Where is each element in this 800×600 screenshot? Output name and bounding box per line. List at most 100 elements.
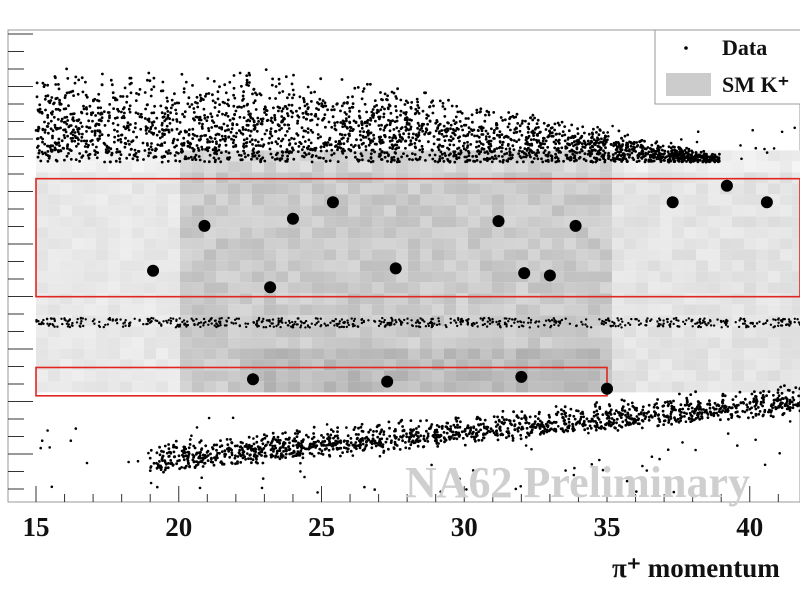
sm-heat-cell [780, 183, 792, 195]
sm-heat-cell [48, 304, 60, 316]
data-point [419, 317, 422, 320]
sm-heat-cell [48, 326, 60, 338]
sm-heat-cell [540, 194, 552, 206]
data-point [286, 154, 289, 158]
sm-heat-cell [336, 183, 348, 195]
sm-heat-cell [288, 249, 300, 261]
data-point [76, 317, 79, 321]
sm-heat-cell [336, 238, 348, 250]
data-point [220, 134, 224, 138]
data-point [152, 461, 156, 465]
data-point [399, 109, 403, 113]
data-point [640, 145, 644, 149]
data-point [382, 321, 386, 324]
data-point [155, 466, 159, 470]
sm-heat-cell [564, 348, 576, 360]
sm-heat-cell [108, 304, 120, 316]
data-point [309, 147, 313, 151]
sm-heat-cell [288, 315, 300, 327]
data-point [469, 428, 472, 432]
data-point [667, 145, 671, 149]
data-point [434, 129, 438, 133]
sm-heat-cell [324, 249, 336, 261]
sm-heat-cell [588, 150, 600, 162]
sm-heat-cell [528, 161, 540, 173]
sm-heat-cell [408, 370, 420, 382]
data-point [210, 115, 214, 119]
sm-heat-cell [228, 370, 240, 382]
sm-heat-cell [432, 172, 444, 184]
data-point [796, 318, 799, 321]
data-point [486, 320, 489, 323]
data-point [199, 135, 203, 138]
data-point [111, 319, 114, 322]
sm-heat-cell [780, 150, 792, 162]
data-point [510, 324, 513, 328]
data-point [516, 122, 520, 125]
data-point [675, 149, 678, 153]
sm-heat-cell [324, 315, 336, 327]
data-point [254, 108, 258, 111]
data-point [62, 128, 65, 132]
data-point [421, 318, 424, 322]
data-point [206, 77, 210, 80]
data-point [186, 141, 190, 145]
data-point [191, 127, 195, 131]
sm-heat-cell [252, 172, 264, 184]
sm-heat-cell [132, 183, 144, 195]
sm-heat-cell [228, 227, 240, 239]
data-point [277, 319, 280, 323]
sm-heat-cell [696, 249, 708, 261]
sm-heat-cell [444, 304, 456, 316]
data-point [512, 148, 516, 152]
data-point [482, 157, 486, 161]
sm-heat-cell [324, 161, 336, 173]
sm-heat-cell [420, 249, 432, 261]
sm-heat-cell [468, 359, 480, 371]
data-point [150, 88, 154, 91]
sm-heat-cell [144, 304, 156, 316]
data-point [97, 118, 101, 122]
data-point [291, 96, 294, 100]
sm-heat-cell [672, 271, 684, 283]
sm-heat-cell [300, 304, 312, 316]
data-point [346, 139, 349, 143]
sm-heat-cell [192, 271, 204, 283]
sm-heat-cell [312, 381, 324, 393]
sm-heat-cell [252, 348, 264, 360]
sm-heat-cell [792, 249, 800, 261]
sm-heat-cell [744, 315, 756, 327]
data-point [69, 157, 73, 161]
sm-heat-cell [564, 370, 576, 382]
sm-heat-cell [192, 260, 204, 272]
data-point [395, 115, 399, 119]
sm-heat-cell [120, 238, 132, 250]
data-point [214, 101, 217, 105]
data-point [206, 138, 209, 141]
data-point [635, 318, 638, 321]
data-point [124, 319, 127, 322]
sm-heat-cell [36, 150, 48, 162]
data-point [73, 131, 77, 134]
data-point [176, 138, 180, 142]
data-point [38, 322, 41, 326]
data-point [271, 121, 274, 124]
data-point [434, 121, 438, 125]
sm-heat-cell [108, 161, 120, 173]
data-point [475, 140, 479, 144]
data-point [576, 142, 580, 146]
sm-heat-cell [600, 271, 612, 283]
data-point [391, 136, 394, 140]
data-point [635, 160, 639, 164]
data-point [287, 103, 291, 107]
sm-heat-cell [624, 183, 636, 195]
sm-heat-cell [180, 172, 192, 184]
data-point [319, 149, 323, 153]
data-point [777, 321, 780, 324]
sm-heat-cell [540, 249, 552, 261]
data-point [390, 143, 394, 147]
sm-heat-cell [744, 359, 756, 371]
sm-heat-cell [60, 271, 72, 283]
sm-heat-cell [420, 348, 432, 360]
data-point [246, 153, 250, 157]
